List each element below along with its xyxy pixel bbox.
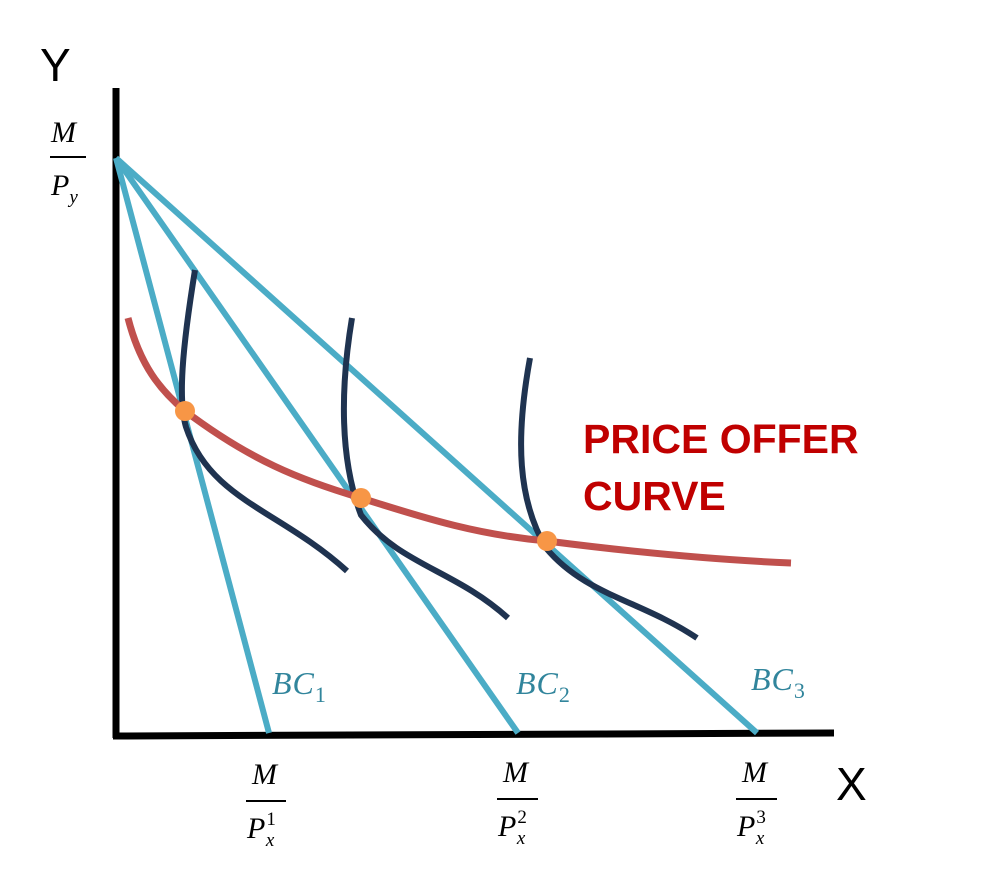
equilibrium-point-3	[537, 531, 557, 551]
price-offer-curve-label-line-2: CURVE	[583, 473, 726, 519]
x-axis	[112, 729, 835, 740]
x-intercept-3-numerator: M	[741, 756, 769, 789]
y-intercept-label: M Py	[50, 116, 86, 208]
x-intercept-label-3: M P3 x	[736, 756, 777, 849]
x-intercept-label-2: M P2 x	[497, 756, 538, 849]
y-intercept-numerator: M	[50, 116, 78, 149]
indifference-curve-1	[178, 269, 350, 574]
y-axis-letter: Y	[40, 39, 71, 91]
budget-line-2-label: BC2	[516, 665, 571, 707]
x-intercept-1-denominator: P1 x	[246, 809, 276, 851]
budget-line-3-label: BC3	[751, 661, 806, 703]
price-offer-curve	[124, 317, 792, 567]
indifference-curve-2	[340, 317, 511, 621]
x-intercept-2-numerator: M	[502, 756, 530, 789]
x-intercept-label-1: M P1 x	[246, 758, 286, 851]
y-intercept-denominator: Py	[50, 169, 78, 208]
x-intercept-3-denominator: P3 x	[736, 807, 766, 849]
x-intercept-1-numerator: M	[251, 758, 279, 791]
x-intercept-2-denominator: P2 x	[497, 807, 527, 849]
budget-line-3	[113, 155, 760, 736]
budget-line-1-label: BC1	[272, 665, 327, 707]
x-axis-letter: X	[836, 758, 867, 810]
equilibrium-point-1	[175, 401, 195, 421]
equilibrium-point-2	[351, 488, 371, 508]
budget-line-2	[113, 156, 521, 735]
price-offer-curve-label-line-1: PRICE OFFER	[583, 416, 859, 462]
